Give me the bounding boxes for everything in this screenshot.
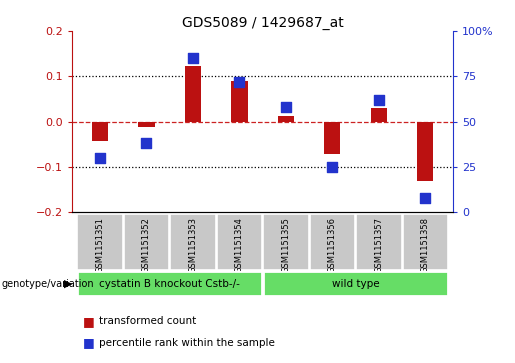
Text: cystatin B knockout Cstb-/-: cystatin B knockout Cstb-/- <box>99 278 240 289</box>
Bar <box>170 214 216 270</box>
Point <box>282 104 290 110</box>
Point <box>235 79 244 85</box>
Bar <box>324 122 340 154</box>
Text: GSM1151352: GSM1151352 <box>142 217 151 273</box>
Point <box>328 164 336 170</box>
Bar <box>77 271 262 296</box>
Bar <box>417 122 434 180</box>
Text: GSM1151354: GSM1151354 <box>235 217 244 273</box>
Text: wild type: wild type <box>332 278 380 289</box>
Text: GSM1151353: GSM1151353 <box>188 217 197 273</box>
Text: ■: ■ <box>82 337 94 350</box>
Bar <box>371 108 387 122</box>
Text: GSM1151351: GSM1151351 <box>95 217 105 273</box>
Text: GSM1151357: GSM1151357 <box>374 217 383 273</box>
Point <box>142 140 150 146</box>
Bar <box>356 214 402 270</box>
Bar <box>92 122 108 140</box>
Text: GSM1151358: GSM1151358 <box>421 217 430 273</box>
Bar <box>77 214 123 270</box>
Bar <box>231 81 248 122</box>
Bar <box>278 116 294 122</box>
Bar <box>139 122 154 127</box>
Point <box>375 97 383 103</box>
Bar <box>185 66 201 122</box>
Bar <box>217 214 262 270</box>
Point <box>96 155 104 161</box>
Text: genotype/variation: genotype/variation <box>1 278 94 289</box>
Text: percentile rank within the sample: percentile rank within the sample <box>99 338 275 348</box>
Text: GSM1151355: GSM1151355 <box>281 217 290 273</box>
Point <box>421 195 430 201</box>
Text: GSM1151356: GSM1151356 <box>328 217 337 273</box>
Text: transformed count: transformed count <box>99 316 196 326</box>
Point <box>189 55 197 61</box>
Bar <box>403 214 448 270</box>
Title: GDS5089 / 1429687_at: GDS5089 / 1429687_at <box>182 16 344 30</box>
Text: ▶: ▶ <box>64 278 73 289</box>
Bar <box>124 214 169 270</box>
Bar <box>310 214 355 270</box>
Bar <box>263 271 448 296</box>
Bar <box>263 214 308 270</box>
Text: ■: ■ <box>82 315 94 328</box>
